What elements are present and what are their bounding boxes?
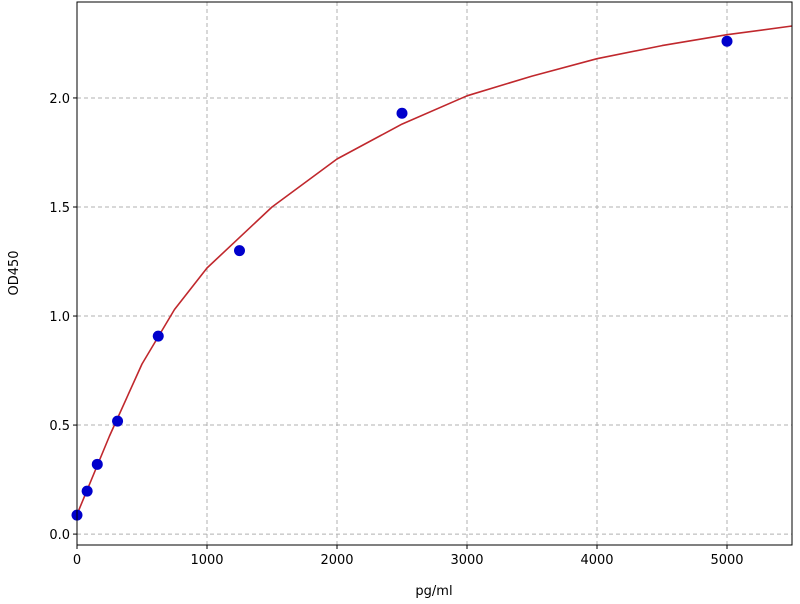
fit-curve-group [76,25,793,515]
x-axis-label: pg/ml [415,584,452,599]
data-point [81,485,93,497]
x-tick-label: 3000 [450,553,483,568]
points-group [71,35,733,521]
x-tick-label: 1000 [190,553,223,568]
data-point [721,35,733,47]
fit-curve [76,25,793,515]
y-tick-label: 0.0 [49,528,70,543]
x-tick-label: 5000 [710,553,743,568]
plot-frame [76,1,793,546]
x-ticks: 0 1000 2000 3000 4000 5000 [73,545,744,568]
x-tick-label: 4000 [580,553,613,568]
data-point [91,458,103,470]
x-tick-label: 0 [73,553,81,568]
data-point [152,330,164,342]
y-tick-label: 2.0 [49,92,70,107]
y-ticks: 0.0 0.5 1.0 1.5 2.0 [49,92,77,543]
y-tick-label: 0.5 [49,419,70,434]
x-tick-label: 2000 [320,553,353,568]
grid [76,2,792,545]
y-tick-label: 1.5 [49,201,70,216]
data-point [112,415,124,427]
y-axis-label: OD450 [7,250,22,295]
data-point [396,107,408,119]
data-point [234,245,245,257]
y-tick-label: 1.0 [49,310,70,325]
